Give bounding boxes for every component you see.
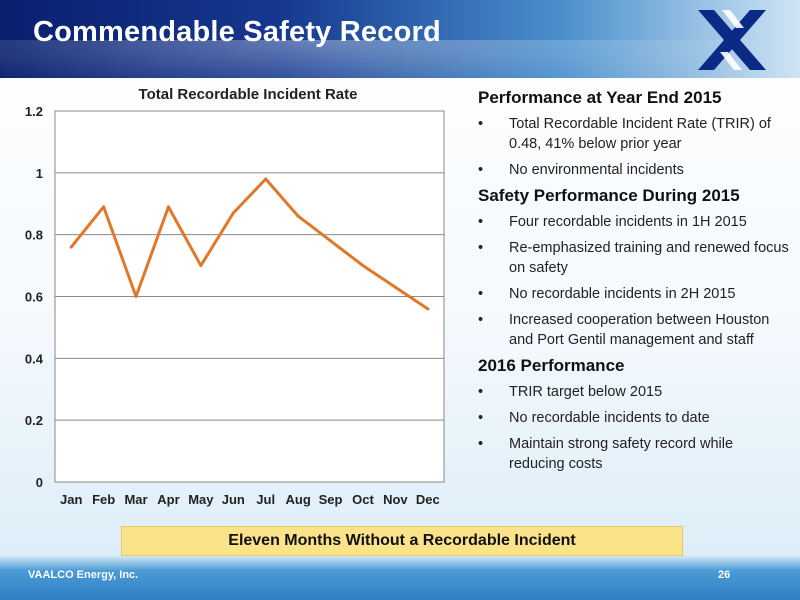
y-tick-label: 1 [36, 166, 43, 181]
bullet-text: Maintain strong safety record while redu… [509, 436, 734, 472]
bullet-list: • Four recordable incidents in 1H 2015 • Re… [478, 212, 790, 350]
x-tick-label: Aug [285, 492, 310, 507]
data-point [102, 205, 106, 209]
highlight-banner: Eleven Months Without a Recordable Incid… [121, 526, 683, 556]
bullet-item: • No recordable incidents to date [478, 408, 790, 428]
footer-company: VAALCO Energy, Inc. [28, 569, 139, 581]
bullet-text: No recordable incidents to date [509, 410, 710, 426]
x-tick-label: Sep [319, 492, 343, 507]
data-point [361, 264, 365, 268]
footer-waves [0, 555, 800, 600]
x-tick-label: Oct [352, 492, 374, 507]
bullet-text: TRIR target below 2015 [509, 384, 663, 400]
y-tick-label: 0.4 [25, 351, 44, 366]
x-tick-label: Feb [92, 492, 115, 507]
x-tick-label: Apr [157, 492, 179, 507]
data-point [329, 239, 333, 243]
vaalco-x-logo-icon [698, 10, 766, 70]
data-point [134, 295, 138, 298]
data-point [69, 245, 73, 249]
data-point [296, 214, 300, 218]
bullet-item: • No environmental incidents [478, 160, 790, 180]
header-glow [0, 40, 800, 78]
x-tick-label: Mar [124, 492, 147, 507]
bullet-item: • Total Recordable Incident Rate (TRIR) o… [478, 114, 790, 154]
y-tick-label: 1.2 [25, 104, 43, 119]
chart-area: Total Recordable Incident Rate 0 0.2 0.4 0.… [0, 80, 470, 520]
page-title: Commendable Safety Record [33, 16, 441, 48]
bullet-dot-icon: • [478, 312, 484, 328]
header-bar: Commendable Safety Record [0, 0, 800, 78]
data-point [426, 307, 430, 311]
bullet-item: • Four recordable incidents in 1H 2015 [478, 212, 790, 232]
bullet-item: • Increased cooperation between Houston a… [478, 310, 790, 350]
bullet-text: No recordable incidents in 2H 2015 [509, 286, 736, 302]
bullet-dot-icon: • [478, 410, 484, 426]
x-tick-label: Dec [416, 492, 440, 507]
series-line [69, 177, 430, 311]
bullet-text: Re-emphasized training and renewed focus… [509, 240, 789, 276]
x-tick-label: Nov [383, 492, 408, 507]
page-number: 26 [718, 569, 731, 581]
bullet-dot-icon: • [478, 162, 484, 178]
y-tick-label: 0.8 [25, 228, 43, 243]
bullet-list: • TRIR target below 2015 • No recordable in… [478, 382, 790, 474]
bullet-item: • Re-emphasized training and renewed focu… [478, 238, 790, 278]
bullet-dot-icon: • [478, 214, 484, 230]
incident-rate-line-chart: 0 0.2 0.4 0.6 0.8 1 1.2 Jan Feb Mar Apr May Jun Jul Au… [25, 104, 445, 507]
x-tick-label: Jun [222, 492, 245, 507]
info-panel: Performance at Year End 2015 • Total Recor… [478, 88, 790, 480]
chart-title: Total Recordable Incident Rate [138, 86, 358, 103]
y-tick-label: 0 [36, 475, 43, 490]
bullet-item: • Maintain strong safety record while red… [478, 434, 790, 474]
bullet-dot-icon: • [478, 116, 484, 132]
section-heading: Safety Performance During 2015 [478, 186, 740, 205]
section-heading: 2016 Performance [478, 356, 625, 375]
bullet-dot-icon: • [478, 286, 484, 302]
bullet-item: • No recordable incidents in 2H 2015 [478, 284, 790, 304]
bullet-text: Total Recordable Incident Rate (TRIR) of… [509, 116, 771, 152]
bullet-text: Increased cooperation between Houston an… [509, 312, 770, 348]
data-point [166, 205, 170, 209]
bullet-list: • Total Recordable Incident Rate (TRIR) o… [478, 114, 790, 180]
section-heading: Performance at Year End 2015 [478, 88, 722, 107]
bullet-dot-icon: • [478, 240, 484, 256]
data-point [231, 211, 235, 215]
bullet-dot-icon: • [478, 384, 484, 400]
data-point [393, 285, 397, 289]
x-tick-label: Jul [256, 492, 275, 507]
bullet-text: Four recordable incidents in 1H 2015 [509, 214, 747, 230]
bullet-dot-icon: • [478, 436, 484, 452]
data-point [199, 264, 203, 268]
x-tick-label: May [188, 492, 214, 507]
y-tick-label: 0.2 [25, 413, 43, 428]
bullet-text: No environmental incidents [509, 162, 684, 178]
data-point [264, 177, 268, 181]
x-tick-label: Jan [60, 492, 82, 507]
bullet-item: • TRIR target below 2015 [478, 382, 790, 402]
y-tick-label: 0.6 [25, 290, 43, 305]
